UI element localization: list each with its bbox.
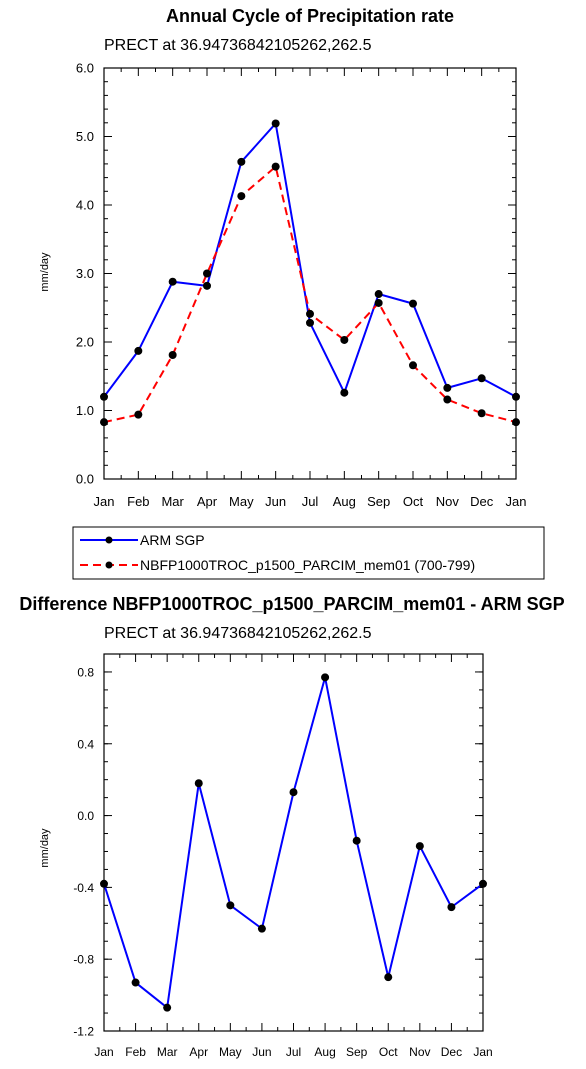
chart2-series-0-point — [163, 1003, 172, 1012]
chart1-legend: ARM SGP NBFP1000TROC_p1500_PARCIM_mem01 … — [72, 526, 545, 580]
chart2-series-0-point — [384, 973, 393, 982]
chart1-series-1-point — [443, 395, 452, 404]
chart2-series-0-point — [100, 879, 108, 888]
chart1-title: Annual Cycle of Precipitation rate — [166, 6, 454, 26]
chart2-x-tick-label: Jan — [94, 1045, 113, 1059]
chart1-series-1-point — [340, 335, 349, 344]
chart1-series-1-point — [512, 418, 520, 427]
chart2-y-tick-label: 0.4 — [77, 737, 94, 751]
chart1-series-0-point — [237, 157, 246, 166]
chart2-y-tick-label: -0.4 — [73, 881, 94, 895]
chart1-series-1-point — [168, 351, 177, 360]
chart2-x-tick-label: Jun — [252, 1045, 271, 1059]
chart1-x-tick-label: Jan — [94, 494, 115, 509]
chart1-x-tick-label: Apr — [197, 494, 218, 509]
chart1-x-tick-label: May — [229, 494, 254, 509]
chart1-x-tick-label: Dec — [470, 494, 494, 509]
legend-marker-model — [105, 561, 113, 569]
chart2-x-tick-label: Sep — [346, 1045, 368, 1059]
chart1-series-0-point — [168, 277, 177, 286]
chart2-x-tick-label: May — [219, 1045, 242, 1059]
chart2-series-0-point — [447, 903, 456, 912]
chart2-y-tick-label: 0.8 — [77, 665, 94, 679]
chart1-x-tick-label: Nov — [436, 494, 460, 509]
chart2-y-axis-label: mm/day — [39, 828, 51, 868]
chart1-series-1-point — [374, 298, 383, 307]
chart1-y-tick-label: 0.0 — [76, 472, 94, 487]
chart1-y-tick-label: 6.0 — [76, 61, 94, 76]
chart2-x-tick-label: Jul — [286, 1045, 301, 1059]
chart1-series-0-point — [134, 346, 143, 355]
chart1-series-0-point — [271, 119, 280, 128]
chart1-series-1-point — [203, 269, 211, 278]
chart2-series-0-point — [257, 924, 266, 933]
chart2-x-tick-label: Nov — [409, 1045, 430, 1059]
chart1-plot-frame — [103, 67, 517, 480]
chart2-y-tick-label: -1.2 — [73, 1025, 94, 1039]
chart2-y-tick-label: 0.0 — [77, 809, 94, 823]
chart2-x-tick-label: Apr — [189, 1045, 208, 1059]
legend-label-arm-sgp: ARM SGP — [140, 532, 205, 548]
chart1-series-0-point — [374, 290, 383, 299]
chart1-series-0-point — [409, 299, 417, 308]
chart1-x-tick-label: Jul — [302, 494, 319, 509]
chart1-series-1-point — [100, 418, 108, 427]
chart1-y-tick-label: 3.0 — [76, 266, 94, 281]
chart2-x-tick-label: Jan — [473, 1045, 492, 1059]
chart2-series-0-point — [415, 842, 424, 851]
legend-label-model: NBFP1000TROC_p1500_PARCIM_mem01 (700-799… — [140, 557, 475, 573]
chart1-series-1-point — [409, 361, 417, 370]
chart2-series-0-line — [103, 676, 484, 1009]
chart1-x-tick-label: Aug — [333, 494, 356, 509]
chart1-y-tick-label: 5.0 — [76, 129, 94, 144]
chart1-series-1-point — [306, 309, 314, 318]
chart1-series-0-point — [477, 374, 486, 383]
chart1-y-tick-label: 4.0 — [76, 198, 94, 213]
chart2-plot-frame — [103, 653, 484, 1032]
chart1-series-0-point — [306, 318, 314, 327]
chart1-subtitle: PRECT at 36.94736842105262,262.5 — [104, 37, 372, 54]
chart2-subtitle: PRECT at 36.94736842105262,262.5 — [104, 625, 372, 642]
chart1-x-tick-label: Jan — [506, 494, 527, 509]
chart1-series-0-point — [203, 281, 211, 290]
chart2-series-0-point — [289, 788, 298, 797]
chart2-series-0-point — [321, 673, 330, 682]
chart1-x-tick-label: Sep — [367, 494, 390, 509]
chart1-series-1-point — [271, 162, 280, 171]
chart2-series-0-point — [131, 978, 140, 987]
chart2-series-0-point — [194, 779, 203, 788]
chart1-series-1-point — [134, 410, 143, 419]
chart1-series-1-point — [237, 192, 246, 201]
chart1-series-0-point — [443, 383, 452, 392]
chart2-series-0-point — [352, 836, 361, 845]
chart2-x-tick-label: Mar — [157, 1045, 178, 1059]
chart1-x-tick-label: Jun — [265, 494, 286, 509]
chart2-series-0-point — [226, 901, 235, 910]
chart1-series-0-point — [512, 392, 520, 401]
chart1-y-axis-label: mm/day — [39, 252, 51, 292]
chart1-x-tick-label: Feb — [127, 494, 149, 509]
chart1-series-0-point — [340, 388, 349, 397]
chart2-title: Difference NBFP1000TROC_p1500_PARCIM_mem… — [19, 594, 564, 614]
chart2-series-0-point — [479, 879, 487, 888]
chart1-y-tick-label: 2.0 — [76, 335, 94, 350]
chart1-x-tick-label: Oct — [403, 494, 424, 509]
chart2-x-tick-label: Feb — [125, 1045, 146, 1059]
chart1-x-tick-label: Mar — [161, 494, 184, 509]
chart2-x-tick-label: Oct — [379, 1045, 398, 1059]
chart2-x-tick-label: Dec — [441, 1045, 462, 1059]
chart2-y-tick-label: -0.8 — [73, 953, 94, 967]
legend-marker-arm-sgp — [105, 536, 113, 544]
chart1-series-0-point — [100, 392, 108, 401]
chart2-x-tick-label: Aug — [314, 1045, 335, 1059]
chart1-series-1-point — [477, 409, 486, 418]
chart1-series-0-line — [103, 122, 517, 398]
chart1-y-tick-label: 1.0 — [76, 403, 94, 418]
legend-box — [72, 526, 545, 580]
